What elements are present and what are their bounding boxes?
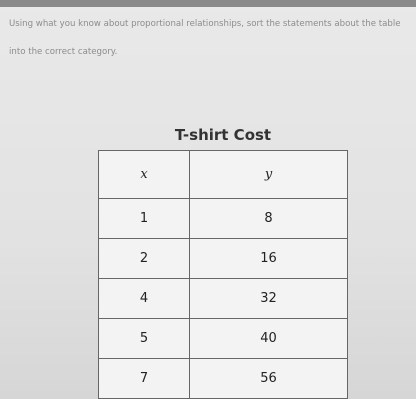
- header-cell: x: [97, 150, 191, 199]
- instructions: Using what you know about proportional r…: [9, 19, 401, 57]
- table-cell: 5: [97, 318, 191, 359]
- table-cell: 1: [97, 198, 191, 239]
- table-row: 7 56: [97, 358, 348, 399]
- table-cell: 2: [97, 238, 191, 279]
- data-table: x y 1 8 2 16 4 32 5 40 7 56: [97, 150, 348, 399]
- table-title: T-shirt Cost: [174, 126, 272, 144]
- header-cell: y: [189, 150, 348, 199]
- top-bar: [0, 0, 416, 7]
- table-cell: 16: [189, 238, 348, 279]
- table-cell: 7: [97, 358, 191, 399]
- table-row: 5 40: [97, 318, 348, 359]
- table-cell: 4: [97, 278, 191, 319]
- table-row: 4 32: [97, 278, 348, 319]
- table-cell: 8: [189, 198, 348, 239]
- table-cell: 40: [189, 318, 348, 359]
- table-cell: 32: [189, 278, 348, 319]
- table-cell: 56: [189, 358, 348, 399]
- table-row: 2 16: [97, 238, 348, 279]
